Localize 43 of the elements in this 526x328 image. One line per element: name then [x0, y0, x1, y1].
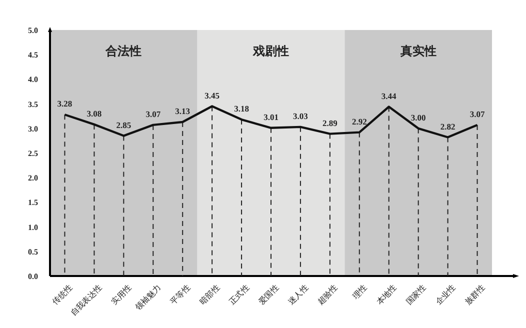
y-tick-label: 5.0 — [28, 26, 38, 35]
text: 3.13 — [175, 106, 190, 116]
text: 2.85 — [116, 120, 132, 130]
y-tick-label: 0.0 — [28, 272, 38, 281]
text: 3.03 — [293, 110, 308, 121]
x-tick-label: 国家性 — [404, 283, 428, 306]
y-tick-label: 2.0 — [28, 174, 38, 183]
y-tick-label: 0.5 — [28, 247, 38, 256]
x-tick-label: 本地性 — [374, 283, 398, 306]
y-tick-label: 3.0 — [28, 124, 38, 134]
x-tick-label: 超验性 — [316, 283, 340, 306]
y-tick-label: 3.5 — [28, 100, 38, 109]
text: 2.92 — [352, 116, 367, 126]
x-tick-label: 暗部性 — [198, 283, 222, 306]
x-tick-label: 理性 — [351, 283, 369, 301]
text: 2.82 — [440, 121, 456, 132]
text: 3.07 — [146, 108, 161, 119]
text: 3.00 — [410, 112, 426, 122]
x-tick-label: 正式性 — [228, 283, 251, 306]
y-tick-label: 2.5 — [28, 149, 38, 158]
text: 3.28 — [57, 98, 72, 109]
text: 3.44 — [381, 90, 396, 101]
text: 2.89 — [322, 118, 338, 128]
x-tick-label: 平等性 — [168, 283, 192, 306]
y-tick-label: 1.0 — [28, 222, 38, 232]
band-label: 戏剧性 — [252, 44, 289, 58]
x-tick-label: 爱国性 — [257, 283, 280, 306]
y-tick-label: 4.0 — [28, 75, 38, 84]
y-tick-label: 1.5 — [28, 198, 38, 208]
band-label: 合法性 — [104, 44, 142, 58]
text: 3.08 — [86, 108, 102, 118]
x-tick-label: 企业性 — [434, 283, 458, 306]
x-tick-label: 传统性 — [50, 283, 74, 306]
text: 3.45 — [204, 90, 220, 100]
band-label: 真实性 — [399, 44, 436, 58]
x-tick-label: 实用性 — [110, 283, 134, 306]
text: 3.01 — [264, 112, 278, 122]
x-tick-label: 迷人性 — [286, 283, 310, 306]
x-tick-label: 领袖魅力 — [134, 283, 163, 312]
y-tick-label: 4.5 — [28, 50, 38, 60]
text: 3.07 — [470, 108, 485, 119]
text: 3.18 — [234, 104, 249, 114]
x-tick-label: 族群性 — [463, 283, 487, 306]
